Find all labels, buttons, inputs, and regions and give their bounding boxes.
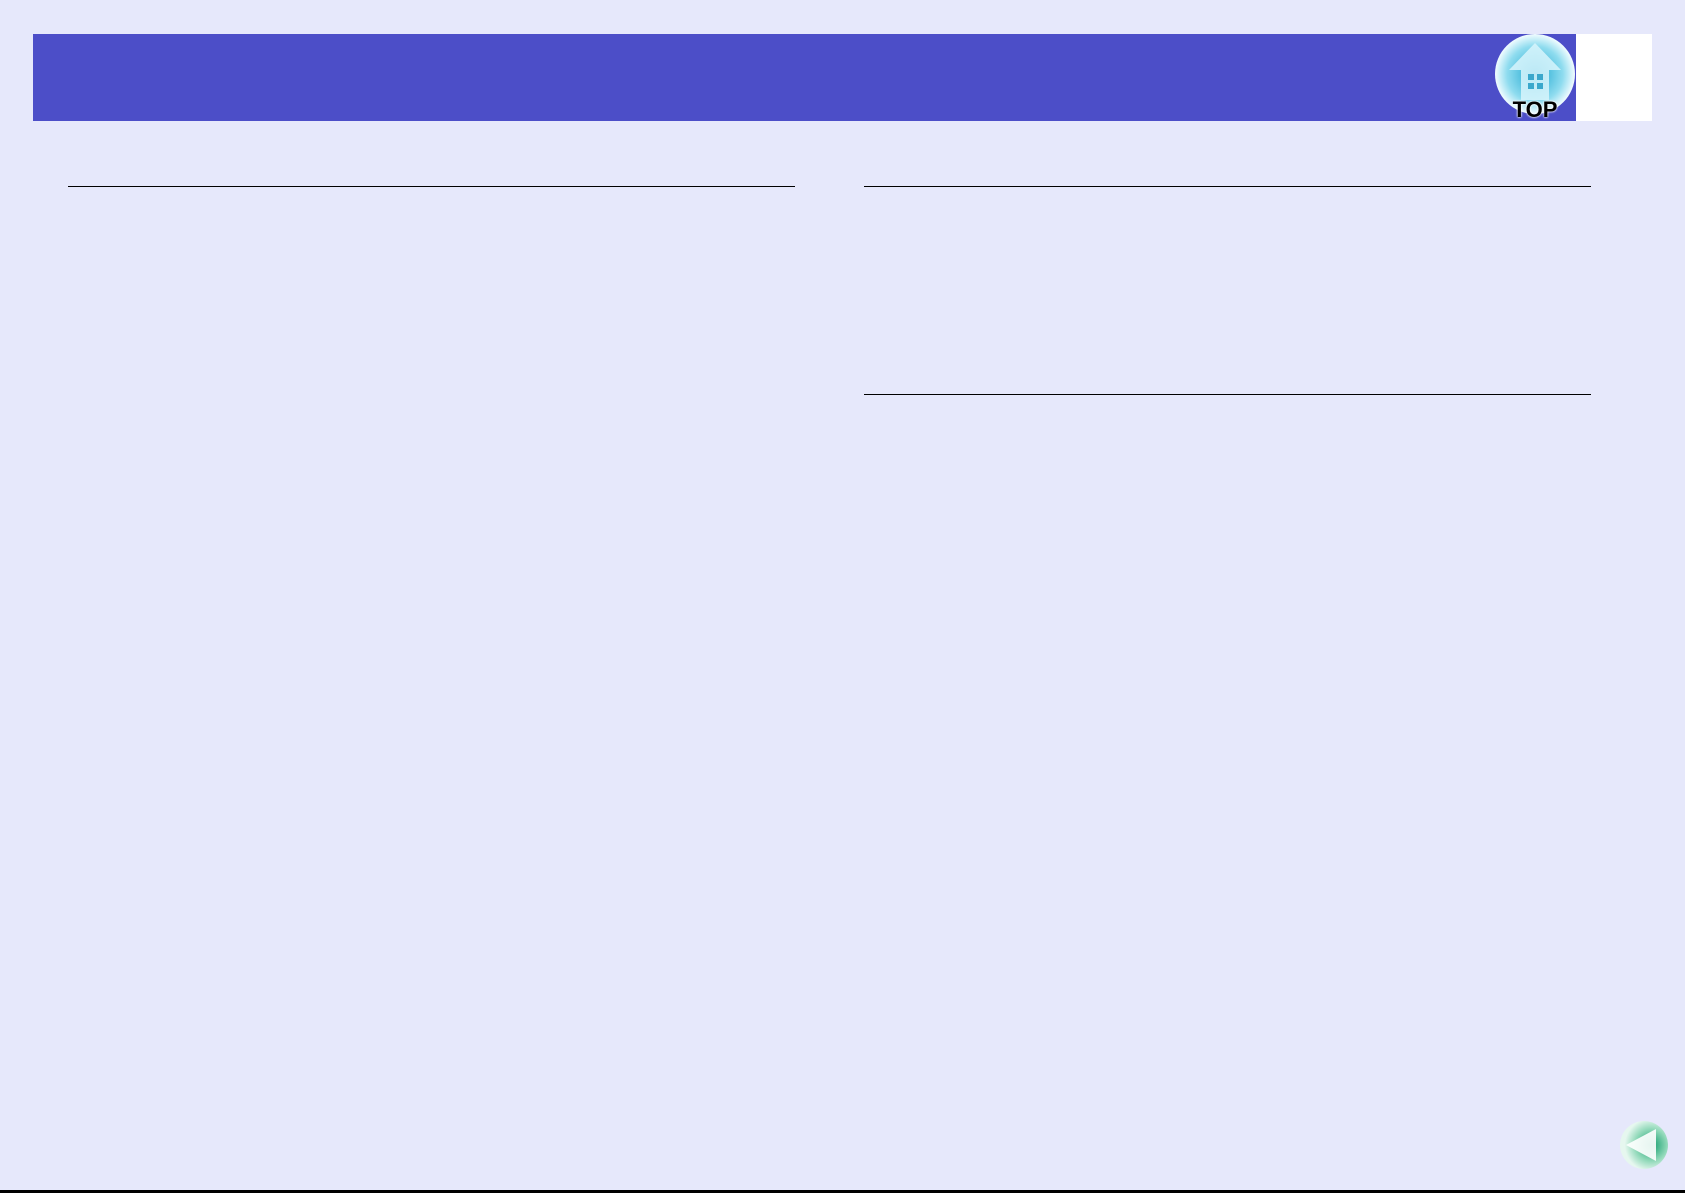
bottom-border [0,1190,1685,1193]
top-button[interactable]: TOP [1493,34,1577,122]
triangle-left-icon [1620,1121,1668,1169]
top-label: TOP [1512,97,1558,122]
section-divider-right-middle [864,394,1591,395]
home-icon [1495,34,1575,114]
header-bar [33,34,1576,121]
back-button[interactable] [1620,1121,1668,1169]
section-divider-right-top [864,186,1591,187]
section-divider-left [68,186,795,187]
page-number-box [1576,34,1652,121]
